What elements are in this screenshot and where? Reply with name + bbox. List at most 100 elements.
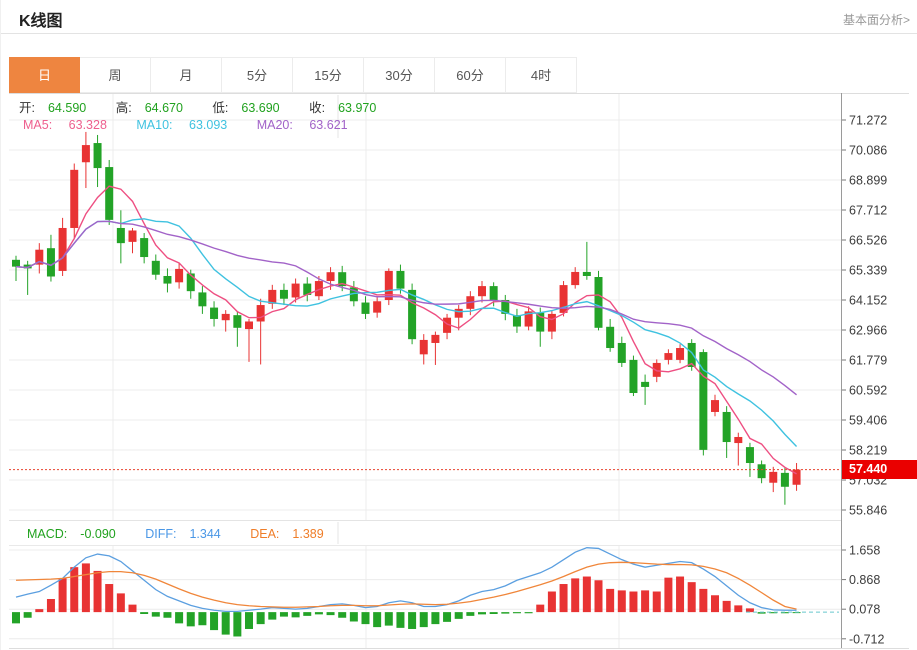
candle bbox=[559, 285, 568, 313]
macd-bar bbox=[687, 582, 696, 613]
ma10-value: 63.093 bbox=[189, 118, 228, 132]
macd-bar bbox=[699, 588, 708, 613]
candle bbox=[46, 248, 55, 277]
macd-bar bbox=[35, 609, 44, 613]
macd-bar bbox=[268, 612, 277, 620]
candle bbox=[70, 169, 79, 228]
macd-label: MACD: bbox=[27, 527, 68, 541]
macd-bar bbox=[524, 612, 533, 614]
y-axis-label: 66.526 bbox=[849, 234, 887, 248]
candle bbox=[617, 342, 626, 363]
tab-30min[interactable]: 30分 bbox=[364, 57, 435, 93]
candle bbox=[757, 464, 766, 479]
macd-bar bbox=[175, 612, 184, 624]
candle bbox=[722, 411, 731, 443]
page-title: K线图 bbox=[19, 13, 63, 30]
macd-bar bbox=[489, 612, 498, 614]
candle bbox=[524, 311, 533, 327]
high-value: 64.670 bbox=[144, 101, 183, 115]
macd-axis-label: 1.658 bbox=[849, 544, 880, 558]
diff-value: 1.344 bbox=[189, 527, 221, 541]
macd-bar bbox=[81, 563, 90, 613]
macd-bar bbox=[373, 612, 382, 628]
macd-bar bbox=[547, 591, 556, 613]
macd-bar bbox=[571, 578, 580, 613]
y-axis-label: 71.272 bbox=[849, 114, 887, 128]
macd-bar bbox=[384, 612, 393, 626]
macd-bar bbox=[151, 612, 160, 617]
y-axis-label: 68.899 bbox=[849, 174, 887, 188]
period-tabs: 日 周 月 5分 15分 30分 60分 4时 bbox=[9, 57, 577, 93]
tab-60min[interactable]: 60分 bbox=[435, 57, 506, 93]
fundamental-analysis-link[interactable]: 基本面分析> bbox=[842, 13, 910, 27]
candle bbox=[489, 286, 498, 301]
candle bbox=[547, 313, 556, 332]
candle bbox=[780, 472, 789, 487]
macd-axis-label: -0.712 bbox=[849, 632, 884, 646]
candle bbox=[629, 359, 638, 394]
macd-axis-label: 0.078 bbox=[849, 603, 880, 617]
tab-5min[interactable]: 5分 bbox=[222, 57, 293, 93]
candle bbox=[151, 260, 160, 275]
candle bbox=[769, 471, 778, 483]
macd-bar bbox=[361, 612, 370, 625]
macd-bar bbox=[780, 612, 789, 614]
dea-label: DEA: bbox=[250, 527, 280, 541]
candle bbox=[478, 286, 486, 297]
tab-4hour[interactable]: 4时 bbox=[506, 57, 577, 93]
candle bbox=[454, 308, 463, 318]
candle bbox=[245, 321, 253, 330]
macd-bar bbox=[629, 591, 638, 613]
candle bbox=[594, 277, 603, 328]
candle bbox=[314, 281, 323, 297]
macd-value: -0.090 bbox=[80, 527, 116, 541]
close-value: 63.970 bbox=[338, 101, 377, 115]
candle bbox=[338, 272, 347, 287]
macd-bar bbox=[617, 590, 626, 613]
candle bbox=[792, 469, 801, 485]
macd-bar bbox=[105, 584, 114, 613]
macd-bar bbox=[641, 590, 650, 613]
candle bbox=[443, 317, 452, 333]
macd-bar bbox=[326, 612, 335, 616]
macd-bar bbox=[559, 584, 568, 613]
tab-day[interactable]: 日 bbox=[9, 57, 80, 93]
dea-line bbox=[15, 561, 797, 610]
candle bbox=[198, 292, 207, 307]
candle bbox=[431, 334, 440, 343]
macd-bar bbox=[664, 577, 673, 613]
y-axis-label: 61.779 bbox=[849, 354, 887, 368]
candle bbox=[116, 227, 125, 244]
macd-bar bbox=[652, 591, 661, 613]
macd-header-row: MACD: -0.090 DIFF: 1.344 DEA: 1.389 bbox=[27, 527, 350, 541]
candle bbox=[734, 436, 743, 444]
y-axis-label: 59.406 bbox=[849, 414, 887, 428]
macd-bar bbox=[512, 612, 521, 614]
macd-bar bbox=[198, 612, 207, 626]
candle bbox=[582, 271, 591, 276]
macd-bar bbox=[128, 604, 137, 613]
macd-bar bbox=[711, 595, 719, 613]
diff-line bbox=[15, 547, 797, 613]
candle bbox=[326, 272, 335, 282]
macd-bar bbox=[478, 612, 486, 615]
tab-15min[interactable]: 15分 bbox=[293, 57, 364, 93]
tab-month[interactable]: 月 bbox=[151, 57, 222, 93]
macd-bar bbox=[233, 612, 242, 637]
candle bbox=[58, 227, 67, 271]
macd-bar bbox=[745, 608, 754, 613]
candle bbox=[536, 312, 545, 332]
macd-bar bbox=[769, 612, 778, 614]
ma20-line bbox=[15, 220, 797, 396]
widget-header: K线图 基本面分析> bbox=[1, 0, 917, 34]
low-value: 63.690 bbox=[241, 101, 280, 115]
candle bbox=[279, 289, 288, 299]
ma5-value: 63.328 bbox=[68, 118, 107, 132]
y-axis-label: 62.966 bbox=[849, 324, 887, 338]
tab-week[interactable]: 周 bbox=[80, 57, 151, 93]
ma10-label: MA10: bbox=[136, 118, 173, 132]
macd-axis-label: 0.868 bbox=[849, 573, 880, 587]
macd-bar bbox=[279, 612, 288, 617]
macd-bar bbox=[245, 612, 253, 629]
